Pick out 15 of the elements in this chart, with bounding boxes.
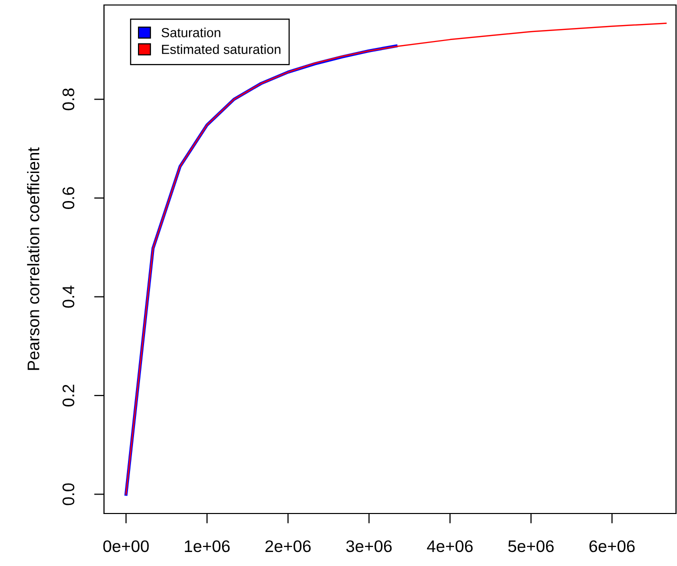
- x-tick-label: 1e+06: [184, 540, 230, 552]
- x-tick-label: 3e+06: [346, 540, 392, 552]
- x-tick-label: 4e+06: [427, 540, 473, 552]
- y-tick-label: 0.4: [62, 286, 74, 308]
- y-tick-label: 0.0: [62, 483, 74, 506]
- y-axis-title: Pearson correlation coefficient: [27, 147, 40, 370]
- legend-label: Saturation: [162, 28, 220, 38]
- x-tick-label: 6e+06: [589, 540, 635, 552]
- legend-label: Estimated saturation: [162, 44, 280, 54]
- y-tick-label: 0.2: [62, 384, 74, 406]
- x-tick-label: 2e+06: [265, 540, 311, 552]
- y-tick-label: 0.6: [62, 187, 74, 209]
- x-tick-label: 5e+06: [508, 540, 554, 552]
- y-tick-label: 0.8: [62, 88, 74, 110]
- x-tick-label: 0e+00: [103, 540, 149, 552]
